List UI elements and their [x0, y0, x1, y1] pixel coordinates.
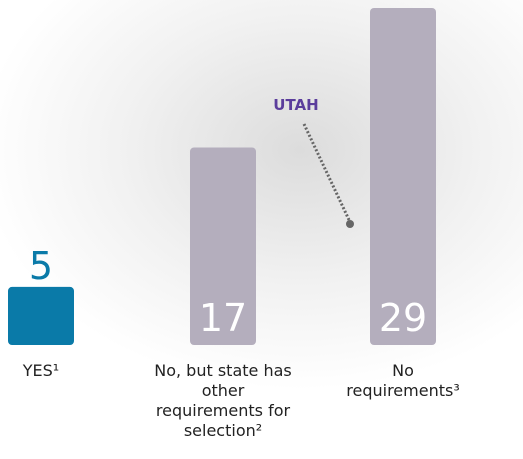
value-label: 17	[199, 296, 247, 340]
bar	[8, 286, 74, 345]
bar	[370, 8, 436, 345]
bar	[190, 147, 256, 345]
annotation-dot	[346, 220, 354, 228]
annotation-label: UTAH	[273, 96, 318, 114]
category-label: No requirements³	[346, 361, 460, 400]
category-label: YES¹	[22, 361, 60, 380]
annotation-line	[302, 123, 352, 223]
value-label: 5	[29, 244, 53, 288]
value-label: 29	[379, 296, 427, 340]
category-label: No, but state has other requirements for…	[154, 361, 292, 440]
